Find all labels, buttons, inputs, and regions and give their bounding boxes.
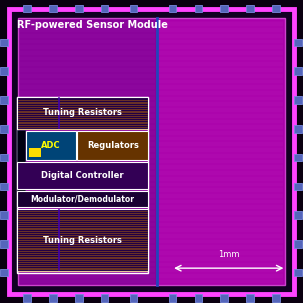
Bar [26,131,76,160]
Bar [17,97,148,129]
Bar [130,5,137,12]
Text: ADC: ADC [41,141,61,150]
Bar [169,294,176,302]
Bar [49,294,57,302]
Bar [17,162,148,189]
Bar [294,240,302,248]
Bar [130,294,137,302]
Text: Digital Controller: Digital Controller [41,171,124,180]
Bar [49,5,57,12]
Bar [0,96,8,104]
Bar [294,211,302,219]
Bar [0,38,8,46]
Bar [75,5,82,12]
Bar [24,294,31,302]
Text: Tuning Resistors: Tuning Resistors [43,236,122,245]
Bar [294,182,302,190]
Bar [246,5,254,12]
Bar [0,67,8,75]
Bar [29,148,41,157]
Text: Tuning Resistors: Tuning Resistors [43,108,122,117]
Bar [101,294,108,302]
Bar [221,294,228,302]
Bar [294,269,302,276]
Bar [0,211,8,219]
Bar [169,5,176,12]
Bar [0,240,8,248]
Bar [0,182,8,190]
Bar [272,294,279,302]
Text: 1mm: 1mm [218,250,239,259]
Bar [294,67,302,75]
Bar [294,96,302,104]
Bar [17,191,148,207]
Bar [294,125,302,133]
Text: RF-powered Sensor Module: RF-powered Sensor Module [17,20,168,30]
Text: Modulator/Demodulator: Modulator/Demodulator [31,195,135,204]
Bar [195,5,202,12]
Bar [294,154,302,161]
Bar [77,131,148,160]
Bar [0,154,8,161]
Bar [17,130,25,207]
Bar [272,5,279,12]
Bar [221,5,228,12]
Bar [0,269,8,276]
Bar [18,18,157,285]
Text: Regulators: Regulators [87,141,139,150]
Bar [246,294,254,302]
Bar [17,209,148,271]
Bar [0,125,8,133]
Bar [101,5,108,12]
Bar [157,18,285,285]
Bar [24,5,31,12]
Bar [75,294,82,302]
Bar [17,97,148,273]
Bar [195,294,202,302]
Bar [294,38,302,46]
